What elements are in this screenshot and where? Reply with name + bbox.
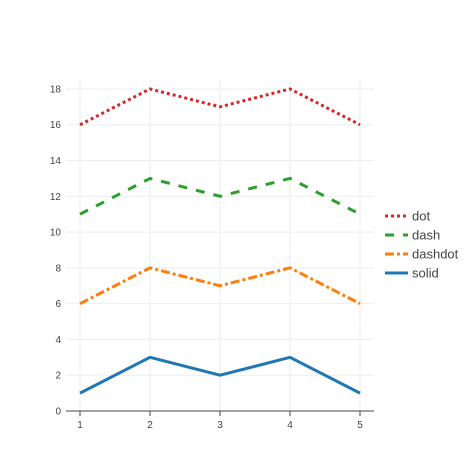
y-tick-label: 0 (55, 407, 61, 418)
legend-label: solid (412, 266, 439, 281)
legend[interactable]: dot dash dashdot solid (385, 209, 459, 281)
y-tick-label: 10 (50, 228, 62, 239)
legend-item-dot[interactable]: dot (385, 209, 430, 224)
y-tick-label: 16 (50, 120, 62, 131)
y-tick-label: 14 (50, 156, 62, 167)
legend-label: dashdot (412, 247, 459, 262)
y-tick-label: 18 (50, 84, 62, 95)
series-line-dash (79, 176, 361, 216)
y-tick-label: 6 (55, 299, 61, 310)
legend-label: dot (412, 209, 430, 224)
x-tick-label: 1 (77, 420, 83, 431)
x-tick-label: 5 (357, 420, 363, 431)
y-tick-label: 12 (50, 192, 62, 203)
series-lines (79, 87, 361, 395)
x-tick-label: 3 (217, 420, 223, 431)
series-line-solid (79, 355, 361, 395)
x-tick-label: 2 (147, 420, 153, 431)
legend-item-solid[interactable]: solid (385, 266, 439, 281)
x-tick-label: 4 (287, 420, 293, 431)
legend-item-dash[interactable]: dash (385, 228, 440, 243)
series-line-dashdot (79, 266, 361, 305)
legend-item-dashdot[interactable]: dashdot (385, 247, 459, 262)
y-tick-label: 2 (55, 371, 61, 382)
grid (66, 80, 374, 411)
y-tick-label: 4 (55, 335, 61, 346)
series-line-dot (79, 87, 361, 127)
y-tick-label: 8 (55, 263, 61, 274)
legend-label: dash (412, 228, 440, 243)
